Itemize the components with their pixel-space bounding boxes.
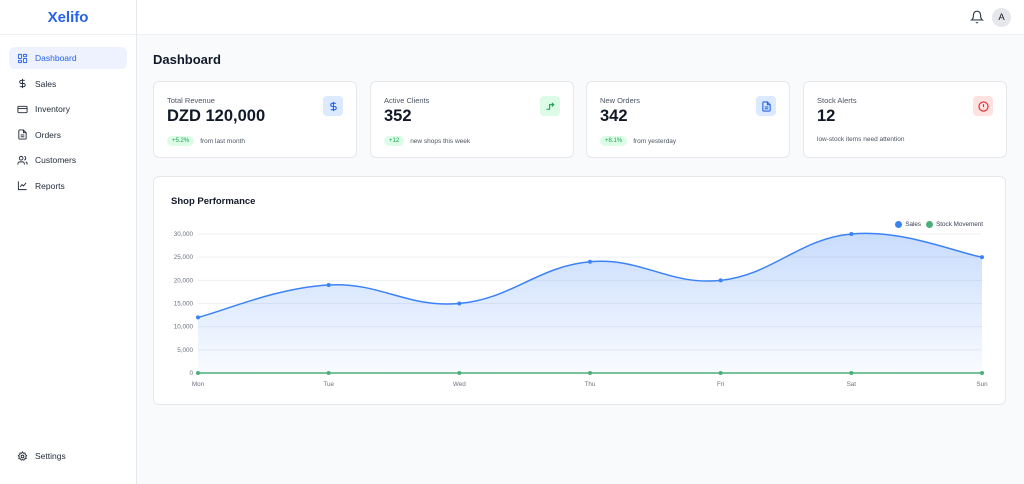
top-bar: A <box>137 0 1024 35</box>
stat-sub: +12 new shops this week <box>384 136 470 146</box>
y-tick-label: 10,000 <box>174 324 194 331</box>
stat-label: New Orders <box>600 96 641 105</box>
x-tick-label: Fri <box>717 381 724 388</box>
data-point-sales[interactable] <box>326 282 331 287</box>
x-tick-label: Sat <box>847 381 857 388</box>
sidebar-item-label: Inventory <box>35 104 70 115</box>
stat-label: Total Revenue <box>167 96 215 105</box>
line-chart-icon <box>17 180 28 191</box>
gear-icon <box>17 450 28 462</box>
stat-sub: low-stock items need attention <box>817 136 904 143</box>
y-tick-label: 25,000 <box>174 254 194 261</box>
sidebar-item-dashboard[interactable]: Dashboard <box>9 47 127 69</box>
stat-value: DZD 120,000 <box>167 107 266 125</box>
data-point-sales[interactable] <box>849 232 854 236</box>
data-point-stock-movement[interactable] <box>457 371 462 375</box>
document-icon <box>756 96 776 116</box>
stat-sub-text: new shops this week <box>410 137 471 145</box>
data-point-stock-movement[interactable] <box>196 371 200 375</box>
sidebar-item-settings[interactable]: Settings <box>9 445 128 467</box>
data-point-stock-movement[interactable] <box>849 371 854 375</box>
data-point-stock-movement[interactable] <box>588 371 592 375</box>
sidebar-item-label: Sales <box>35 78 57 89</box>
series-area-sales <box>198 233 982 373</box>
trend-arrow-icon <box>540 96 560 116</box>
trend-badge: +8.1% <box>600 136 628 146</box>
sidebar: Xelifo Dashboard Sales Inventory Orders <box>0 0 137 484</box>
data-point-stock-movement[interactable] <box>980 371 984 375</box>
legend-dot <box>926 221 934 228</box>
sidebar-item-orders[interactable]: Orders <box>9 124 127 146</box>
data-point-stock-movement[interactable] <box>326 371 331 375</box>
sidebar-item-reports[interactable]: Reports <box>9 175 127 197</box>
stat-sub-text: from last month <box>200 137 245 145</box>
legend-label: Stock Movement <box>936 221 983 228</box>
main-content: Dashboard Total Revenue DZD 120,000 +5.2… <box>137 35 1024 484</box>
legend-label: Sales <box>905 221 922 228</box>
stat-sub-text: low-stock items need attention <box>817 136 905 143</box>
data-point-sales[interactable] <box>457 301 462 306</box>
bell-icon[interactable] <box>970 10 984 24</box>
sidebar-item-inventory[interactable]: Inventory <box>9 98 127 120</box>
sidebar-item-label: Settings <box>35 451 66 462</box>
dollar-icon <box>17 78 28 89</box>
y-tick-label: 30,000 <box>174 231 194 238</box>
y-tick-label: 5,000 <box>177 347 193 354</box>
brand-logo[interactable]: Xelifo <box>0 0 136 35</box>
stat-card-stock-alerts: Stock Alerts 12 low-stock items need att… <box>803 81 1007 158</box>
stat-sub-text: from yesterday <box>633 137 677 145</box>
stat-label: Active Clients <box>384 96 430 105</box>
stat-value: 352 <box>384 107 412 125</box>
sidebar-item-label: Orders <box>35 129 61 140</box>
sidebar-item-sales[interactable]: Sales <box>9 73 127 95</box>
legend-item-stock-movement[interactable]: Stock Movement <box>926 221 983 228</box>
trend-badge: +12 <box>384 136 405 146</box>
x-tick-label: Thu <box>585 381 596 388</box>
dashboard-grid-icon <box>17 53 28 64</box>
legend-item-sales[interactable]: Sales <box>895 221 921 228</box>
data-point-sales[interactable] <box>718 278 723 283</box>
y-tick-label: 20,000 <box>174 277 194 284</box>
data-point-sales[interactable] <box>588 259 592 264</box>
data-point-stock-movement[interactable] <box>718 371 723 375</box>
stat-card-orders: New Orders 342 +8.1% from yesterday <box>586 81 790 158</box>
legend-dot <box>895 221 903 228</box>
chart-legend: Sales Stock Movement <box>890 221 983 228</box>
dollar-icon <box>323 96 343 116</box>
x-tick-label: Wed <box>453 381 466 388</box>
stat-value: 12 <box>817 107 836 125</box>
x-tick-label: Mon <box>192 381 205 388</box>
trend-badge: +5.2% <box>167 136 195 146</box>
document-icon <box>17 129 28 140</box>
users-icon <box>17 155 28 166</box>
stat-card-revenue: Total Revenue DZD 120,000 +5.2% from last… <box>153 81 357 158</box>
alert-circle-icon <box>973 96 993 116</box>
avatar[interactable]: A <box>992 8 1011 27</box>
data-point-sales[interactable] <box>196 315 200 320</box>
stat-sub: +5.2% from last month <box>167 136 245 146</box>
y-tick-label: 15,000 <box>174 301 194 308</box>
data-point-sales[interactable] <box>980 255 984 260</box>
chart-title: Shop Performance <box>171 196 256 207</box>
sidebar-item-customers[interactable]: Customers <box>9 149 127 171</box>
stat-value: 342 <box>600 107 628 125</box>
x-tick-label: Sun <box>976 381 988 388</box>
line-chart: 0 5,000 10,000 15,000 20,000 25,000 30,000 Mon T… <box>174 231 988 388</box>
stat-label: Stock Alerts <box>817 96 857 105</box>
sidebar-nav: Dashboard Sales Inventory Orders Custome… <box>0 35 136 197</box>
inventory-box-icon <box>17 104 28 115</box>
shop-performance-card: Shop Performance Sales Stock Movement 0 5… <box>153 176 1006 405</box>
page-title: Dashboard <box>153 52 221 67</box>
sidebar-item-label: Customers <box>35 155 77 166</box>
sidebar-item-label: Reports <box>35 180 65 191</box>
stat-card-clients: Active Clients 352 +12 new shops this wee… <box>370 81 574 158</box>
stat-sub: +8.1% from yesterday <box>600 136 676 146</box>
y-tick-label: 0 <box>189 370 193 377</box>
sidebar-item-label: Dashboard <box>35 53 77 63</box>
x-tick-label: Tue <box>323 381 334 388</box>
